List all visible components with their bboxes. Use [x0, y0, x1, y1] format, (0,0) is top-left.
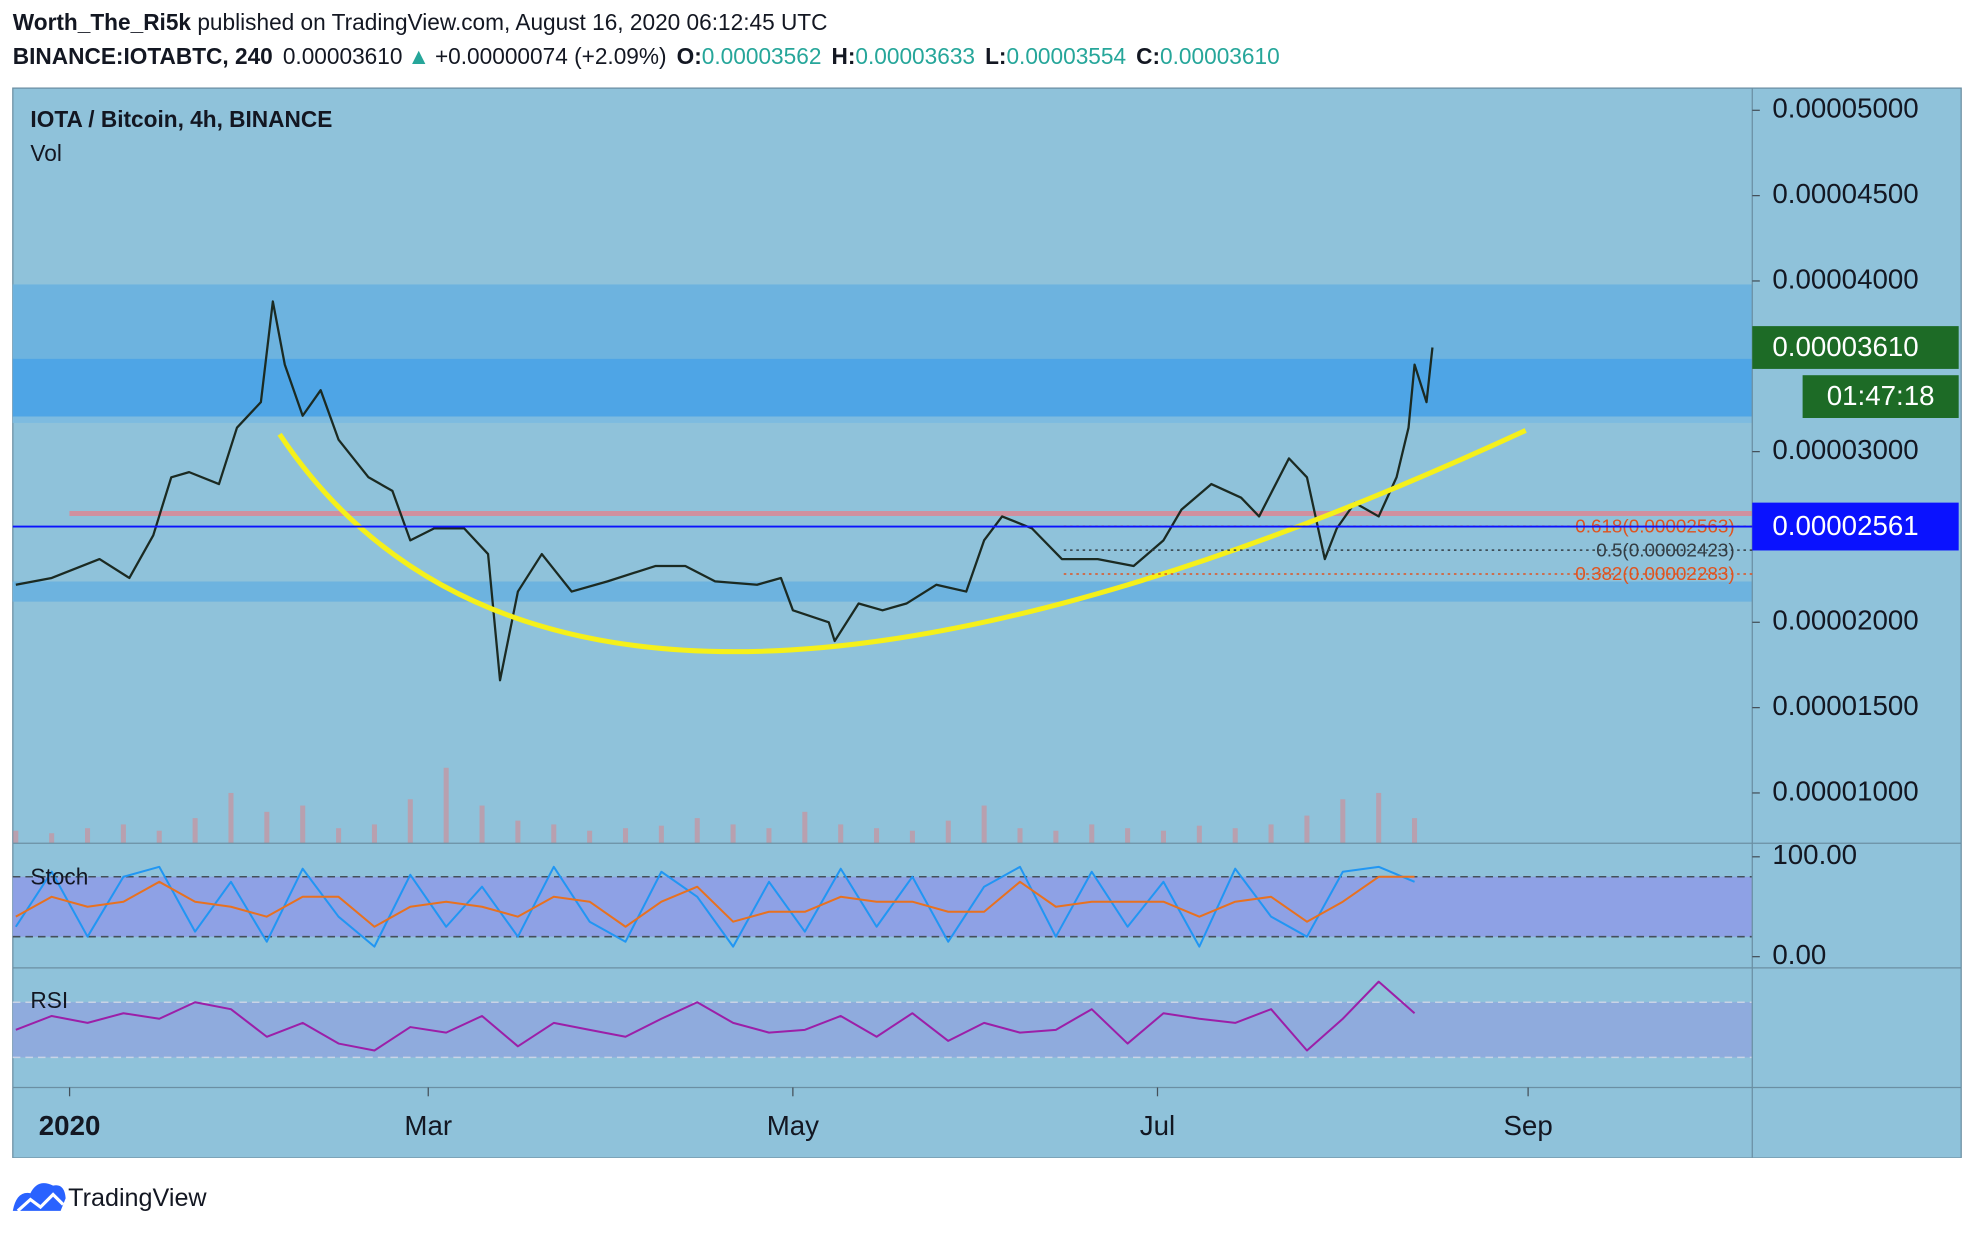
y-tick-label: 0.00004000	[1772, 263, 1918, 294]
volume-bar	[13, 830, 19, 844]
open-label: O:	[677, 43, 702, 69]
volume-bar	[766, 828, 772, 844]
high-label: H:	[831, 43, 855, 69]
volume-bar	[371, 824, 377, 844]
y-tick-label: 0.00	[1772, 939, 1826, 970]
volume-bar	[1304, 815, 1310, 844]
volume-bar	[228, 792, 234, 844]
volume-bar	[264, 811, 270, 844]
volume-bar	[1196, 825, 1202, 844]
change: +0.00000074 (+2.09%)	[435, 43, 667, 69]
volume-bar	[981, 805, 987, 844]
volume-bar	[945, 820, 951, 844]
low-label: L:	[985, 43, 1006, 69]
volume-bar	[1376, 792, 1382, 844]
volume-bar	[658, 825, 664, 844]
volume-bar	[192, 818, 198, 844]
x-tick-label: May	[767, 1110, 819, 1141]
volume-bar	[1340, 799, 1346, 844]
resistance-zone-core	[12, 358, 1753, 417]
volume-bar	[1017, 828, 1023, 844]
x-tick-label: Mar	[404, 1110, 452, 1141]
y-tick-label: 0.00003000	[1772, 434, 1918, 465]
series-line	[15, 875, 1415, 928]
volume-bar	[1125, 828, 1131, 844]
y-tick-label: 100.00	[1772, 839, 1857, 870]
series-line	[15, 300, 1434, 682]
volume-bar	[1089, 824, 1095, 844]
volume-bar	[479, 805, 485, 844]
fib-label: 0.382(0.00002283)	[1575, 563, 1734, 584]
volume-bar	[694, 818, 700, 844]
open: 0.00003562	[702, 43, 822, 69]
volume-bar	[1160, 830, 1166, 844]
band-fill	[12, 1002, 1753, 1058]
countdown: 01:47:18	[1827, 380, 1935, 411]
volume-bar	[156, 830, 162, 844]
x-tick-label: Jul	[1140, 1110, 1175, 1141]
volume-bar	[874, 828, 880, 844]
volume-bar	[551, 824, 557, 844]
y-tick-label: 0.00002000	[1772, 605, 1918, 636]
pane-subtitle: Vol	[30, 140, 61, 166]
footer	[0, 1157, 1974, 1236]
low: 0.00003554	[1006, 43, 1126, 69]
fib-label: 0.5(0.00002423)	[1596, 539, 1734, 560]
y-tick-label: 0.00005000	[1772, 93, 1918, 124]
price-tag-label: 0.00002561	[1772, 510, 1918, 541]
arrow: ▲	[407, 43, 429, 69]
header-line: Worth_The_Ri5k published on TradingView.c…	[13, 9, 828, 35]
volume-bar	[802, 811, 808, 844]
volume-bar	[1053, 830, 1059, 844]
y-tick-label: 0.00004500	[1772, 178, 1918, 209]
volume-bar	[730, 824, 736, 844]
pane-title: RSI	[30, 987, 68, 1013]
logo-mark	[16, 1192, 65, 1212]
y-tick-label: 0.00001500	[1772, 690, 1918, 721]
volume-bar	[1268, 824, 1274, 844]
close-label: C:	[1136, 43, 1160, 69]
volume-bar	[515, 820, 521, 844]
pane-title: Stoch	[30, 864, 88, 890]
last-price-tag	[1752, 326, 1959, 369]
high: 0.00003633	[855, 43, 975, 69]
volume-bar	[587, 830, 593, 844]
last-price-label: 0.00003610	[1772, 331, 1918, 362]
volume-bar	[443, 767, 449, 844]
volume-bar	[300, 805, 306, 844]
countdown-tag	[1802, 375, 1959, 419]
last: 0.00003610	[283, 43, 403, 69]
ticker-line: BINANCE:IOTABTC, 240 0.00003610 ▲ +0.000000…	[13, 43, 1280, 69]
series-line	[15, 980, 1416, 1052]
close: 0.00003610	[1160, 43, 1280, 69]
volume-bar	[49, 833, 55, 844]
volume-bar	[85, 828, 91, 844]
band-fill	[12, 876, 1753, 937]
support-zone	[12, 581, 1753, 602]
volume-bar	[909, 830, 915, 844]
published: published on TradingView.com, August 16,…	[197, 9, 827, 35]
volume-bar	[1232, 828, 1238, 844]
volume-bar	[120, 824, 126, 844]
volume-bar	[838, 824, 844, 844]
volume-bar	[622, 828, 629, 844]
x-tick-label: 2020	[39, 1110, 101, 1141]
cup-curve	[277, 428, 1527, 655]
chart-layer	[12, 284, 1753, 1059]
resistance-zone-edge	[12, 416, 1753, 423]
volume-bar	[1412, 818, 1418, 844]
volume-bar	[407, 799, 413, 844]
resistance-zone	[12, 284, 1753, 359]
y-tick-label: 0.00001000	[1772, 775, 1918, 806]
volume-bar	[336, 828, 342, 844]
price-tag	[1752, 502, 1959, 551]
pane-title: IOTA / Bitcoin, 4h, BINANCE	[30, 106, 332, 132]
brand: TradingView	[68, 1184, 207, 1212]
symbol: BINANCE:IOTABTC, 240	[13, 43, 273, 69]
x-tick-label: Sep	[1503, 1110, 1552, 1141]
author: Worth_The_Ri5k	[13, 9, 192, 35]
